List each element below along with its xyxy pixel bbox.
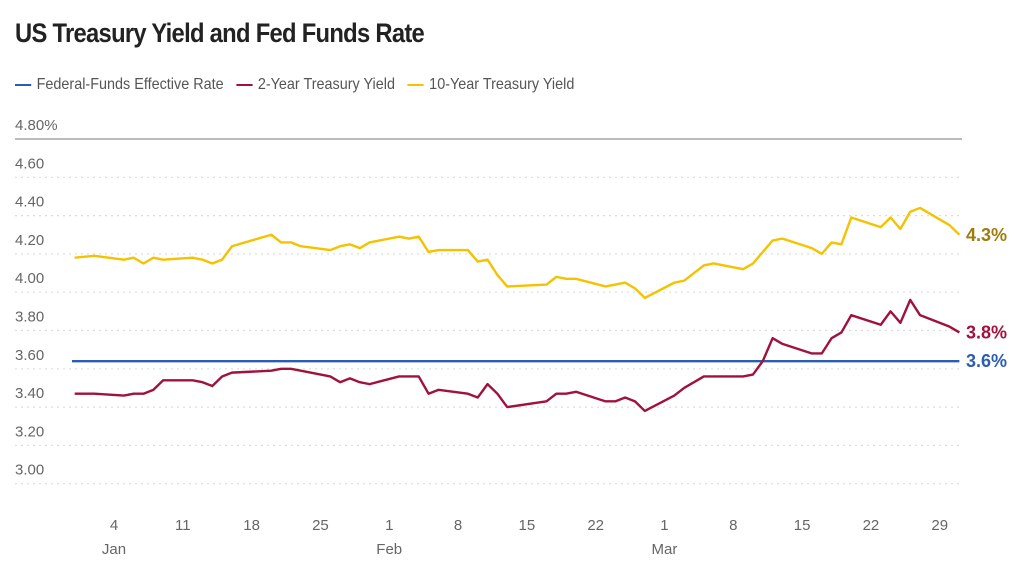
end-value-label: 3.6%: [966, 351, 1007, 371]
legend-swatch: [15, 84, 32, 86]
x-month-label: Mar: [652, 541, 678, 558]
legend-item-2-year: 2-Year Treasury Yield: [236, 76, 395, 94]
y-tick-label: 3.80: [15, 309, 44, 326]
series-line-10-year: [74, 206, 961, 300]
x-tick-label: 1: [660, 517, 668, 534]
x-tick-label: 1: [385, 517, 393, 534]
legend: Federal-Funds Effective Rate 2-Year Trea…: [15, 76, 574, 94]
legend-item-fed-funds: Federal-Funds Effective Rate: [15, 76, 224, 94]
y-tick-label: 3.20: [15, 423, 44, 440]
end-value-label: 4.3%: [966, 225, 1007, 245]
y-tick-label: 3.40: [15, 385, 44, 402]
series-line-2-year: [74, 298, 960, 413]
x-tick-label: 8: [454, 517, 462, 534]
y-tick-label: 4.20: [15, 232, 44, 249]
end-value-label: 3.8%: [966, 322, 1007, 342]
x-tick-label: 15: [794, 517, 811, 534]
x-tick-label: 15: [519, 517, 536, 534]
y-tick-label: 4.60: [15, 155, 44, 172]
legend-label: 10-Year Treasury Yield: [429, 76, 575, 93]
x-month-label: Feb: [376, 541, 402, 558]
legend-label: Federal-Funds Effective Rate: [36, 76, 224, 93]
y-tick-label: 3.00: [15, 462, 44, 479]
x-month-label: Jan: [102, 541, 126, 558]
legend-swatch: [407, 84, 424, 86]
y-tick-label: 4.00: [15, 270, 44, 287]
y-tick-label: 3.60: [15, 347, 44, 364]
y-tick-label: 4.40: [15, 194, 44, 211]
x-tick-label: 4: [110, 517, 118, 534]
legend-item-10-year: 10-Year Treasury Yield: [407, 76, 575, 94]
legend-swatch: [236, 84, 253, 86]
x-tick-label: 29: [931, 517, 948, 534]
x-tick-label: 18: [243, 517, 260, 534]
y-tick-label: 4.80%: [15, 117, 58, 134]
legend-label: 2-Year Treasury Yield: [257, 76, 395, 93]
x-tick-label: 22: [587, 517, 604, 534]
chart-title: US Treasury Yield and Fed Funds Rate: [15, 18, 425, 48]
x-tick-label: 25: [312, 517, 329, 534]
x-tick-label: 22: [863, 517, 880, 534]
x-tick-label: 11: [175, 517, 191, 534]
x-tick-label: 8: [729, 517, 737, 534]
